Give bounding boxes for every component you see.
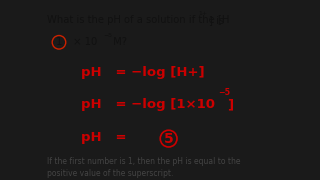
- Text: pH   =: pH =: [81, 130, 131, 143]
- Text: −5: −5: [218, 88, 230, 97]
- Text: −5: −5: [103, 33, 112, 38]
- Text: pH   = −log [1×10: pH = −log [1×10: [81, 98, 215, 111]
- Text: If the first number is 1, then the pH is equal to the
positive value of the supe: If the first number is 1, then the pH is…: [47, 157, 240, 178]
- Text: 5: 5: [164, 132, 173, 146]
- Text: pH   = −log [H+]: pH = −log [H+]: [81, 66, 205, 79]
- Text: ]: ]: [227, 98, 233, 111]
- Text: × 10: × 10: [69, 37, 97, 47]
- Text: What is the pH of a solution if the [H: What is the pH of a solution if the [H: [47, 15, 229, 25]
- Text: M?: M?: [110, 37, 127, 47]
- Text: 1+: 1+: [198, 11, 207, 16]
- Text: ] is: ] is: [209, 15, 224, 25]
- Text: 1: 1: [56, 37, 62, 47]
